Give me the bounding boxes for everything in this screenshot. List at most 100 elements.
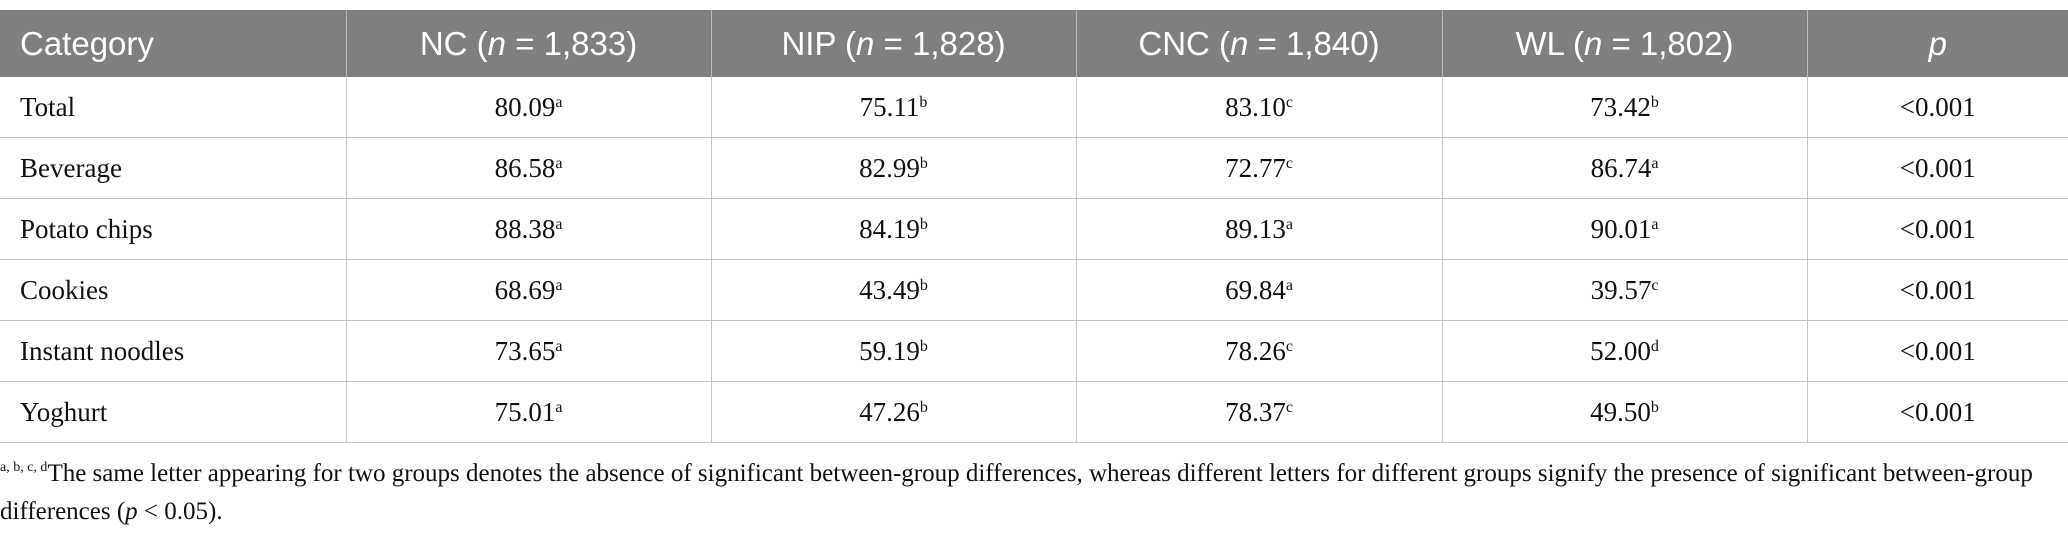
table-body: Total 80.09a 75.11b 83.10c 73.42b <0.001 Bever… <box>0 77 2068 443</box>
footnote: a, b, c, dThe same letter appearing for … <box>0 455 2040 531</box>
p-value: <0.001 <box>1807 198 2068 260</box>
header-cell: NIP (n = 1,828) <box>711 10 1077 77</box>
value-cell: 72.77c <box>1076 137 1443 199</box>
row-label: Beverage <box>0 137 347 199</box>
superscript: c <box>1285 337 1293 355</box>
value: 75.01 <box>494 396 556 427</box>
text: = 1,802) <box>1602 24 1734 62</box>
header-cell: Category <box>0 10 347 77</box>
superscript: b <box>1650 93 1659 111</box>
superscript: c <box>1651 276 1659 294</box>
superscript: d <box>1650 337 1659 355</box>
text: = 1,840) <box>1248 24 1380 62</box>
superscript: a <box>1285 276 1293 294</box>
text: CNC ( <box>1138 24 1231 62</box>
value-cell: 78.37c <box>1076 381 1443 443</box>
superscript: a <box>555 276 563 294</box>
superscript: b <box>919 154 928 172</box>
table-row: Instant noodles 73.65a 59.19b 78.26c 52.00d <… <box>0 320 2068 382</box>
value: 84.19 <box>859 213 920 244</box>
value: 86.58 <box>494 152 556 183</box>
value: 68.69 <box>494 274 556 305</box>
p-value: <0.001 <box>1807 259 2068 321</box>
p-value: <0.001 <box>1807 77 2068 138</box>
value-cell: 39.57c <box>1442 259 1808 321</box>
value-cell: 59.19b <box>711 320 1077 382</box>
italic-text: p <box>125 498 138 525</box>
superscript: c <box>1285 154 1293 172</box>
value-cell: 52.00d <box>1442 320 1808 382</box>
text: < 0.05). <box>137 498 223 525</box>
value-cell: 68.69a <box>346 259 712 321</box>
value: 73.65 <box>494 335 556 366</box>
table-row: Cookies 68.69a 43.49b 69.84a 39.57c <0.001 <box>0 259 2068 321</box>
value-cell: 49.50b <box>1442 381 1808 443</box>
row-label: Instant noodles <box>0 320 347 382</box>
superscript: a <box>555 398 563 416</box>
superscript: a <box>555 154 563 172</box>
italic-text: n <box>1230 24 1249 62</box>
value: 80.09 <box>494 91 556 122</box>
value: 89.13 <box>1225 213 1286 244</box>
value-cell: 43.49b <box>711 259 1077 321</box>
value: 52.00 <box>1590 335 1651 366</box>
italic-text: n <box>487 24 506 62</box>
value-cell: 84.19b <box>711 198 1077 260</box>
row-label: Yoghurt <box>0 381 347 443</box>
value: 78.37 <box>1225 396 1286 427</box>
italic-text: n <box>1583 24 1603 62</box>
text: The same letter appearing for two groups… <box>0 460 2033 525</box>
header-cell: NC (n = 1,833) <box>346 10 712 77</box>
superscript: c <box>1285 398 1293 416</box>
value: 72.77 <box>1225 152 1286 183</box>
text: NC ( <box>419 24 488 62</box>
value-cell: 73.65a <box>346 320 712 382</box>
text: WL ( <box>1515 24 1584 62</box>
value-cell: 78.26c <box>1076 320 1443 382</box>
value-cell: 69.84a <box>1076 259 1443 321</box>
header-cell: CNC (n = 1,840) <box>1076 10 1443 77</box>
row-label: Total <box>0 77 347 138</box>
table-row: Beverage 86.58a 82.99b 72.77c 86.74a <0.001 <box>0 137 2068 199</box>
value: 59.19 <box>859 335 920 366</box>
value: 75.11 <box>859 91 920 122</box>
superscript: a <box>1285 215 1293 233</box>
header-cell: p <box>1807 10 2068 77</box>
table-row: Total 80.09a 75.11b 83.10c 73.42b <0.001 <box>0 77 2068 138</box>
value: 86.74 <box>1590 152 1652 183</box>
text: = 1,828) <box>874 24 1006 62</box>
superscript: a <box>555 93 563 111</box>
superscript: b <box>919 215 928 233</box>
text: Category <box>20 24 154 62</box>
value-cell: 82.99b <box>711 137 1077 199</box>
value: 69.84 <box>1225 274 1286 305</box>
value: 73.42 <box>1590 91 1651 122</box>
value-cell: 88.38a <box>346 198 712 260</box>
value: 83.10 <box>1225 91 1286 122</box>
value-cell: 86.74a <box>1442 137 1808 199</box>
italic-text: p <box>1928 24 1947 62</box>
value-cell: 80.09a <box>346 77 712 138</box>
row-label: Potato chips <box>0 198 347 260</box>
value: 39.57 <box>1590 274 1652 305</box>
value-cell: 90.01a <box>1442 198 1808 260</box>
text: NIP ( <box>781 24 857 62</box>
value-cell: 75.11b <box>711 77 1077 138</box>
superscript: b <box>919 398 928 416</box>
data-table: Category NC (n = 1,833) NIP (n = 1,828) CNC… <box>0 10 2068 443</box>
value: 78.26 <box>1225 335 1286 366</box>
value: 43.49 <box>859 274 920 305</box>
row-label: Cookies <box>0 259 347 321</box>
italic-text: n <box>856 24 875 62</box>
superscript: c <box>1285 93 1293 111</box>
p-value: <0.001 <box>1807 320 2068 382</box>
p-value: <0.001 <box>1807 137 2068 199</box>
superscript: b <box>919 93 928 111</box>
superscript: b <box>1650 398 1659 416</box>
footnote-superscript: a, b, c, d <box>0 460 48 475</box>
value-cell: 75.01a <box>346 381 712 443</box>
superscript: a <box>555 337 563 355</box>
value-cell: 83.10c <box>1076 77 1443 138</box>
superscript: a <box>1651 215 1659 233</box>
